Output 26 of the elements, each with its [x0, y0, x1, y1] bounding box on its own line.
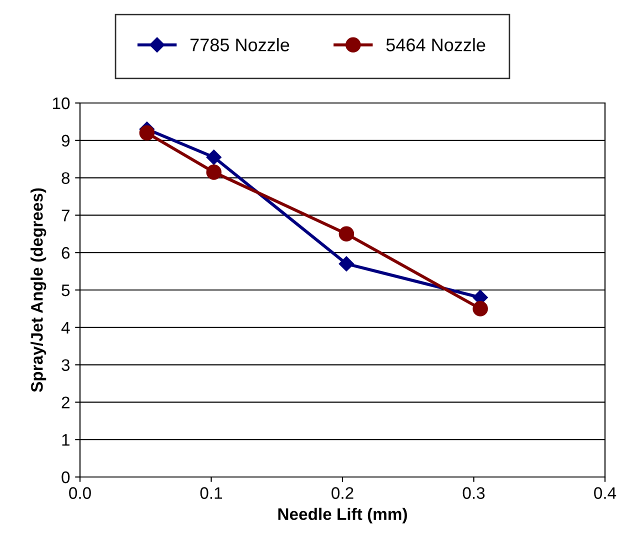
y-tick-label: 8 [62, 172, 70, 184]
y-tick-label: 1 [62, 434, 70, 446]
legend-label: 7785 Nozzle [190, 38, 290, 52]
point [139, 125, 155, 141]
x-tick-label: 0.2 [332, 487, 354, 499]
y-tick-label: 6 [62, 247, 70, 259]
point [472, 301, 488, 316]
y-tick-label: 7 [62, 210, 70, 222]
y-axis-title: Spray/Jet Angle (degrees) [30, 188, 46, 392]
x-tick-label: 0.0 [69, 487, 91, 499]
point [338, 256, 354, 272]
point [338, 226, 354, 242]
x-tick-label: 0.3 [462, 487, 485, 499]
point [206, 150, 222, 165]
x-axis-title: Needle Lift (mm) [278, 508, 407, 524]
x-tick-label: 0.1 [200, 487, 222, 499]
y-tick-label: 0 [62, 471, 70, 484]
y-tick-label: 3 [62, 359, 70, 372]
y-tick-label: 4 [61, 322, 70, 334]
y-tick-label: 5 [62, 284, 70, 296]
x-tick-label: 0.4 [594, 487, 616, 499]
point [206, 164, 222, 180]
y-tick-label: 9 [62, 134, 70, 147]
y-tick-label: 2 [62, 396, 70, 408]
y-tick-label: 10 [53, 97, 70, 110]
legend-label: 5464 Nozzle [386, 38, 486, 52]
